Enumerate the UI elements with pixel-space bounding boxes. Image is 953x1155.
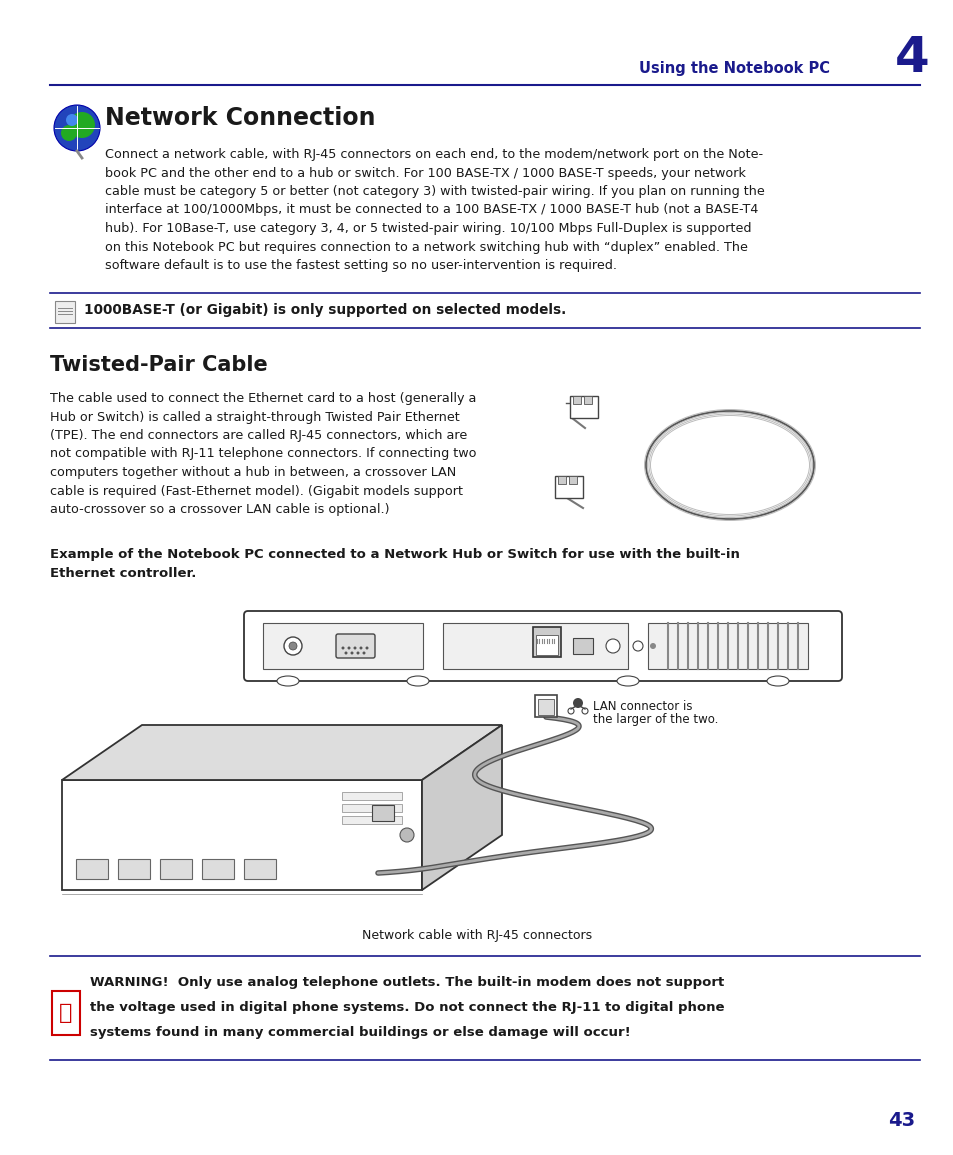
Text: book PC and the other end to a hub or switch. For 100 BASE-TX / 1000 BASE-T spee: book PC and the other end to a hub or sw…	[105, 166, 745, 179]
Text: Using the Notebook PC: Using the Notebook PC	[639, 60, 829, 75]
Text: computers together without a hub in between, a crossover LAN: computers together without a hub in betw…	[50, 465, 456, 479]
Circle shape	[66, 114, 78, 126]
FancyBboxPatch shape	[442, 623, 627, 669]
Circle shape	[54, 105, 100, 151]
Text: systems found in many commercial buildings or else damage will occur!: systems found in many commercial buildin…	[90, 1026, 630, 1040]
FancyBboxPatch shape	[372, 805, 394, 821]
Circle shape	[567, 708, 574, 714]
Text: hub). For 10Base-T, use category 3, 4, or 5 twisted-pair wiring. 10/100 Mbps Ful: hub). For 10Base-T, use category 3, 4, o…	[105, 222, 751, 234]
Ellipse shape	[766, 676, 788, 686]
Circle shape	[69, 112, 95, 137]
FancyBboxPatch shape	[537, 699, 554, 715]
FancyBboxPatch shape	[535, 695, 557, 717]
Circle shape	[581, 708, 587, 714]
FancyBboxPatch shape	[573, 396, 580, 404]
Circle shape	[350, 651, 354, 655]
Text: ✋: ✋	[59, 1003, 72, 1023]
Ellipse shape	[276, 676, 298, 686]
FancyBboxPatch shape	[558, 476, 565, 484]
Circle shape	[573, 698, 582, 708]
FancyBboxPatch shape	[244, 859, 275, 879]
Text: Network Connection: Network Connection	[105, 106, 375, 131]
Circle shape	[61, 125, 77, 141]
FancyBboxPatch shape	[341, 804, 401, 812]
Circle shape	[365, 647, 368, 649]
Text: WARNING!  Only use analog telephone outlets. The built-in modem does not support: WARNING! Only use analog telephone outle…	[90, 976, 723, 989]
Ellipse shape	[407, 676, 429, 686]
Polygon shape	[62, 725, 501, 780]
Text: Twisted-Pair Cable: Twisted-Pair Cable	[50, 355, 268, 375]
Text: Ethernet controller.: Ethernet controller.	[50, 567, 196, 580]
Text: on this Notebook PC but requires connection to a network switching hub with “dup: on this Notebook PC but requires connect…	[105, 240, 747, 253]
FancyBboxPatch shape	[52, 991, 80, 1035]
FancyBboxPatch shape	[555, 476, 582, 498]
FancyBboxPatch shape	[118, 859, 150, 879]
Circle shape	[347, 647, 350, 649]
Circle shape	[354, 647, 356, 649]
FancyBboxPatch shape	[76, 859, 108, 879]
FancyBboxPatch shape	[583, 396, 592, 404]
Text: auto-crossover so a crossover LAN cable is optional.): auto-crossover so a crossover LAN cable …	[50, 502, 389, 516]
FancyBboxPatch shape	[263, 623, 422, 669]
Text: software default is to use the fastest setting so no user-intervention is requir: software default is to use the fastest s…	[105, 259, 617, 271]
Text: 4: 4	[894, 33, 928, 82]
Text: Network cable with RJ-45 connectors: Network cable with RJ-45 connectors	[361, 929, 592, 941]
FancyBboxPatch shape	[341, 792, 401, 800]
FancyBboxPatch shape	[202, 859, 233, 879]
FancyBboxPatch shape	[568, 476, 577, 484]
Circle shape	[399, 828, 414, 842]
Text: (TPE). The end connectors are called RJ-45 connectors, which are: (TPE). The end connectors are called RJ-…	[50, 429, 467, 442]
Circle shape	[356, 651, 359, 655]
Polygon shape	[421, 725, 501, 891]
Circle shape	[284, 638, 302, 655]
Text: not compatible with RJ-11 telephone connectors. If connecting two: not compatible with RJ-11 telephone conn…	[50, 447, 476, 461]
Text: Hub or Switch) is called a straight-through Twisted Pair Ethernet: Hub or Switch) is called a straight-thro…	[50, 410, 459, 424]
FancyBboxPatch shape	[533, 627, 560, 657]
FancyBboxPatch shape	[341, 815, 401, 824]
Text: the larger of the two.: the larger of the two.	[593, 713, 718, 726]
Circle shape	[605, 639, 619, 653]
Circle shape	[341, 647, 344, 649]
FancyBboxPatch shape	[536, 635, 558, 655]
Circle shape	[359, 647, 362, 649]
Text: the voltage used in digital phone systems. Do not connect the RJ-11 to digital p: the voltage used in digital phone system…	[90, 1001, 723, 1014]
FancyBboxPatch shape	[160, 859, 192, 879]
Circle shape	[633, 641, 642, 651]
Circle shape	[289, 642, 296, 650]
Circle shape	[344, 651, 347, 655]
Text: cable must be category 5 or better (not category 3) with twisted-pair wiring. If: cable must be category 5 or better (not …	[105, 185, 764, 198]
Circle shape	[362, 651, 365, 655]
FancyBboxPatch shape	[647, 623, 807, 669]
Polygon shape	[62, 780, 421, 891]
Ellipse shape	[617, 676, 639, 686]
Text: 43: 43	[887, 1110, 914, 1130]
Text: Connect a network cable, with RJ-45 connectors on each end, to the modem/network: Connect a network cable, with RJ-45 conn…	[105, 148, 762, 161]
FancyBboxPatch shape	[55, 301, 75, 323]
Text: 1000BASE-T (or Gigabit) is only supported on selected models.: 1000BASE-T (or Gigabit) is only supporte…	[84, 303, 566, 316]
Text: Network Hub or Switch: Network Hub or Switch	[111, 828, 253, 842]
FancyBboxPatch shape	[335, 634, 375, 658]
FancyBboxPatch shape	[569, 396, 598, 418]
Text: The cable used to connect the Ethernet card to a host (generally a: The cable used to connect the Ethernet c…	[50, 392, 476, 405]
Text: interface at 100/1000Mbps, it must be connected to a 100 BASE-TX / 1000 BASE-T h: interface at 100/1000Mbps, it must be co…	[105, 203, 758, 216]
Text: Example of the Notebook PC connected to a Network Hub or Switch for use with the: Example of the Notebook PC connected to …	[50, 547, 740, 561]
Text: cable is required (Fast-Ethernet model). (Gigabit models support: cable is required (Fast-Ethernet model).…	[50, 484, 462, 498]
Circle shape	[649, 643, 656, 649]
FancyBboxPatch shape	[573, 638, 593, 654]
FancyBboxPatch shape	[244, 611, 841, 681]
Text: LAN connector is: LAN connector is	[593, 700, 692, 713]
